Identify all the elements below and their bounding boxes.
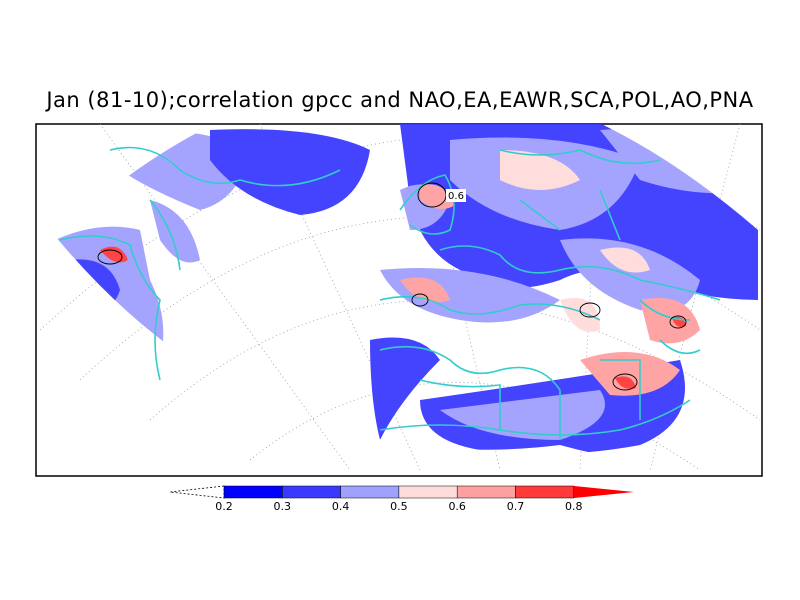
colorbar-tick-label: 0.2 (215, 500, 233, 513)
colorbar-swatch (340, 485, 400, 499)
colorbar-tick-label: 0.5 (390, 500, 408, 513)
colorbar-low-arrow (169, 485, 225, 499)
colorbar-swatch (515, 485, 575, 499)
colorbar-tick-label: 0.3 (273, 500, 292, 513)
colorbar-high-arrow (574, 486, 634, 498)
colorbar-swatch (456, 485, 516, 499)
colorbar-tick-label: 0.4 (331, 500, 350, 513)
colorbar-tick-label: 0.7 (506, 500, 525, 513)
colorbar-tick-label: 0.8 (565, 500, 583, 513)
map-title: Jan (81-10);correlation gpcc and NAO,EA,… (46, 88, 754, 112)
contour-label-box (446, 189, 466, 202)
colorbar-tick-label: 0.6 (448, 500, 466, 513)
colorbar-swatch (282, 485, 341, 499)
colorbar (169, 485, 634, 499)
contour-label: 0.6 (448, 191, 464, 202)
colorbar-swatch (398, 485, 458, 499)
colorbar-swatch (223, 485, 283, 499)
